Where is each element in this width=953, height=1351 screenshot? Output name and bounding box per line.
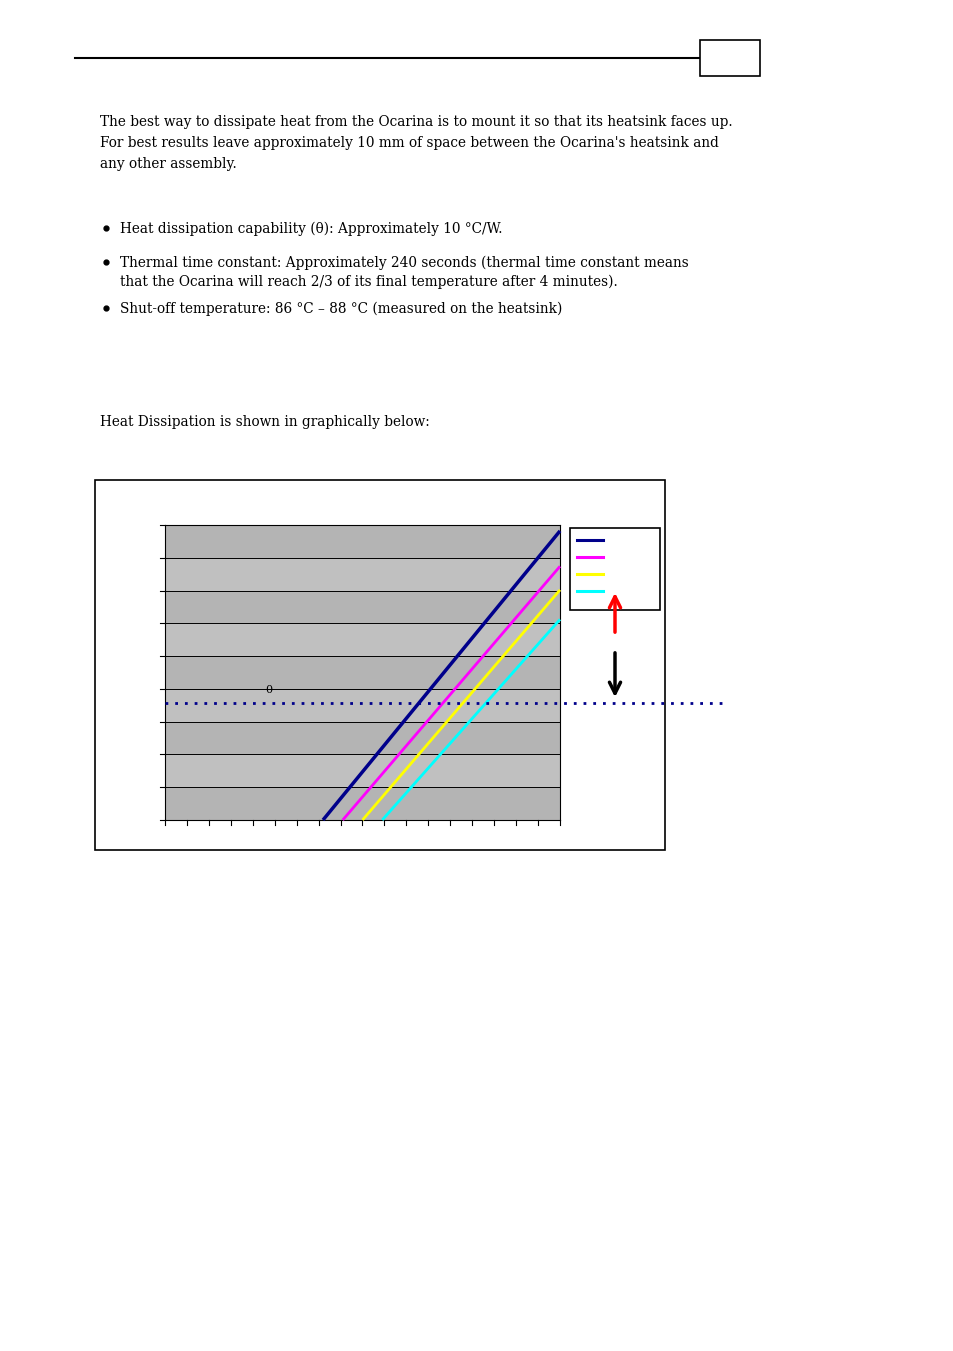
Bar (165, 689, 559, 721)
Text: The best way to dissipate heat from the Ocarina is to mount it so that its heats: The best way to dissipate heat from the … (100, 115, 732, 172)
Bar (165, 558, 559, 590)
Bar (165, 623, 559, 657)
Text: Thermal time constant: Approximately 240 seconds (thermal time constant means: Thermal time constant: Approximately 240… (120, 255, 688, 270)
Bar (165, 788, 559, 820)
Bar (165, 754, 559, 788)
Bar (569, 528, 659, 611)
Bar (165, 721, 559, 754)
Bar (165, 526, 559, 820)
Text: Heat Dissipation is shown in graphically below:: Heat Dissipation is shown in graphically… (100, 415, 429, 430)
Bar (165, 526, 559, 558)
Bar (165, 590, 559, 623)
Bar (95, 480, 664, 850)
Text: 0: 0 (265, 685, 272, 696)
Text: Shut-off temperature: 86 °C – 88 °C (measured on the heatsink): Shut-off temperature: 86 °C – 88 °C (mea… (120, 303, 561, 316)
Text: that the Ocarina will reach 2/3 of its final temperature after 4 minutes).: that the Ocarina will reach 2/3 of its f… (120, 276, 618, 289)
Bar (700, 41, 760, 76)
Bar (165, 657, 559, 689)
Text: Heat dissipation capability (θ): Approximately 10 °C/W.: Heat dissipation capability (θ): Approxi… (120, 222, 502, 236)
